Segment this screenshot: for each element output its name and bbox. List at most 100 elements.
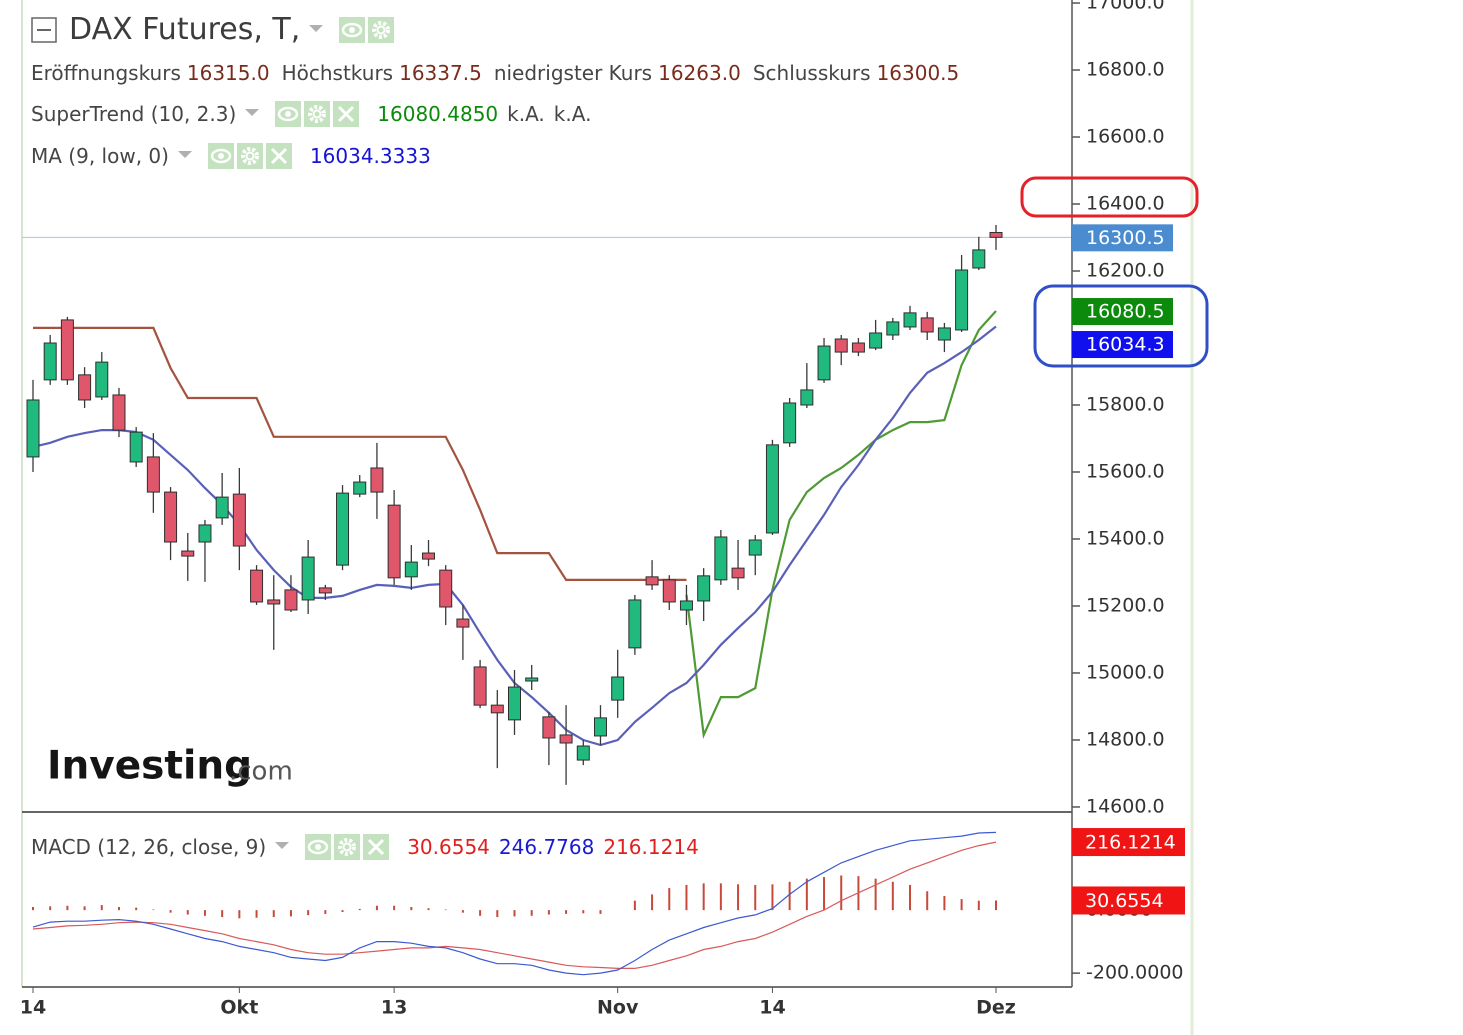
- candle-body: [250, 569, 264, 603]
- y-tick-label: 15600.0: [1086, 460, 1165, 482]
- y-tick-label: 15000.0: [1086, 661, 1165, 683]
- candle-body: [232, 493, 246, 547]
- legend-value: 16034.3333: [309, 144, 431, 168]
- candle-body: [679, 600, 693, 611]
- visibility-button[interactable]: [207, 143, 234, 169]
- signal-line: [32, 841, 997, 969]
- y-tick-label: 16800.0: [1086, 59, 1165, 81]
- candle-body: [129, 431, 143, 463]
- highlight-blue: [1033, 284, 1209, 368]
- indicator-name: SuperTrend (10, 2.3): [31, 102, 237, 126]
- visibility-button[interactable]: [305, 834, 332, 860]
- indicator-line: [33, 326, 687, 581]
- indicator-line: [685, 310, 997, 740]
- candle-body: [937, 327, 951, 341]
- indicator-legend: SuperTrend (10, 2.3) 16080.4850 k.A. k.A.: [31, 101, 600, 127]
- candle-body: [662, 579, 676, 603]
- candle-body: [112, 394, 126, 431]
- y-tick-label: 15400.0: [1086, 527, 1165, 549]
- settings-button[interactable]: [368, 16, 395, 43]
- dropdown[interactable]: [275, 842, 290, 852]
- candle-body: [542, 716, 556, 739]
- candle-body: [525, 677, 539, 682]
- y-tick-label: 17000.0: [1086, 0, 1165, 14]
- y-tick-label: 16600.0: [1086, 126, 1165, 148]
- y-tick-label: 16400.0: [1086, 193, 1165, 215]
- price-tag-label: 16080.5: [1086, 301, 1165, 323]
- settings-button[interactable]: [236, 143, 263, 169]
- candle-body: [370, 467, 384, 493]
- candle-body: [267, 599, 281, 605]
- price-tag: [1072, 298, 1173, 326]
- price-tag: [1072, 331, 1173, 359]
- remove-button[interactable]: [265, 143, 292, 169]
- x-tick-label: Okt: [220, 997, 258, 1019]
- legend-value: 16315.0: [186, 61, 270, 85]
- macd-legend: MACD (12, 26, close, 9) 30.6554 246.7768 21…: [31, 834, 708, 860]
- plot-area: [22, 224, 1072, 976]
- remove-button[interactable]: [363, 834, 390, 860]
- dropdown[interactable]: [245, 109, 260, 119]
- dropdown[interactable]: [177, 151, 192, 161]
- remove-button[interactable]: [333, 101, 360, 127]
- legend-value: 216.1214: [603, 835, 699, 859]
- candle-body: [43, 342, 57, 381]
- y-tick-label: 15200.0: [1086, 594, 1165, 616]
- candle-body: [95, 361, 109, 398]
- price-tag-label: 16034.3: [1086, 334, 1165, 356]
- legend-value: 16080.4850: [377, 102, 499, 126]
- legend-label: Höchstkurs: [281, 61, 394, 85]
- candle-body: [490, 704, 504, 714]
- visibility-button[interactable]: [339, 16, 366, 43]
- candle-body: [903, 312, 917, 328]
- candle-body: [456, 618, 470, 628]
- candle-body: [181, 550, 195, 557]
- candle-body: [284, 589, 298, 611]
- x-tick-label: Nov: [597, 997, 639, 1019]
- candle-body: [26, 399, 40, 458]
- candle-body: [834, 338, 848, 353]
- visibility-button[interactable]: [275, 101, 302, 127]
- candle-body: [146, 456, 160, 493]
- candle-body: [508, 686, 521, 721]
- candle-body: [628, 599, 642, 649]
- candle-body: [989, 231, 1003, 238]
- legend-value: 16263.0: [658, 61, 741, 85]
- value-tag: [1072, 828, 1185, 857]
- y-tick-label: 15800.0: [1086, 393, 1165, 415]
- legend-value: 246.7768: [498, 835, 595, 859]
- candle-body: [439, 569, 453, 608]
- candle-body: [611, 676, 625, 701]
- value-tag-label: 30.6554: [1085, 890, 1164, 912]
- candle-body: [869, 332, 883, 349]
- candle-body: [301, 556, 315, 601]
- collapse-button[interactable]: [31, 16, 57, 43]
- title-row: DAX Futures, T,: [31, 12, 397, 47]
- y-tick-label: -200.0000: [1086, 962, 1184, 984]
- candle-body: [164, 491, 178, 543]
- candle-body: [697, 575, 711, 602]
- legend-value: 16337.5: [399, 61, 482, 85]
- x-tick-label: 13: [381, 997, 407, 1019]
- chart-title: DAX Futures, T,: [69, 12, 301, 47]
- candle-body: [318, 587, 332, 594]
- candle-body: [783, 402, 797, 444]
- macd-line: [32, 831, 997, 976]
- dropdown[interactable]: [309, 24, 324, 35]
- candle-body: [765, 444, 779, 534]
- legend-value: k.A.: [553, 102, 592, 126]
- candle-body: [800, 389, 814, 406]
- value-tag: [1072, 886, 1185, 915]
- legend-value: 16300.5: [876, 61, 960, 85]
- settings-button[interactable]: [334, 834, 361, 860]
- candle-body: [198, 524, 212, 543]
- value-tag-label: 216.1214: [1085, 832, 1176, 854]
- legend-value: k.A.: [507, 102, 545, 126]
- price-tag-label: 16300.5: [1086, 227, 1165, 249]
- axes: 14 Okt 13 Nov 14 Dez 14600.0 14800.0 15000.0 1520…: [20, 0, 1185, 1019]
- candle-body: [593, 717, 607, 737]
- candle-body: [714, 536, 728, 581]
- settings-button[interactable]: [304, 101, 331, 127]
